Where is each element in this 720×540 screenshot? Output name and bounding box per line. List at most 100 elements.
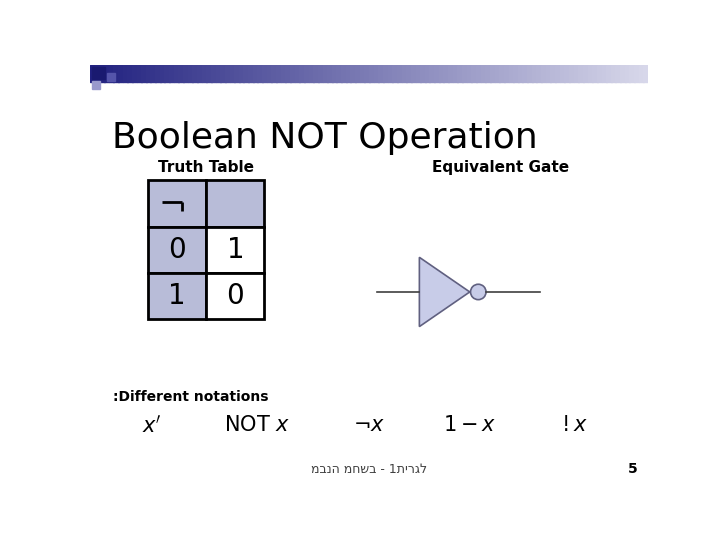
Bar [578,65,584,82]
Bar [169,65,174,82]
Bar [378,65,384,82]
Bar [634,65,639,82]
Bar [434,65,439,82]
Bar [188,65,193,82]
Bar [402,65,407,82]
Bar [248,65,253,82]
Bar [392,65,397,82]
Bar [346,65,351,82]
Bar [206,180,264,226]
Bar [411,65,416,82]
Bar [467,65,472,82]
Bar [215,65,221,82]
Bar [499,65,505,82]
Text: Boolean NOT Operation: Boolean NOT Operation [112,121,537,155]
Bar [597,65,602,82]
Bar [415,65,421,82]
Bar [290,65,295,82]
Bar [355,65,361,82]
Polygon shape [419,257,469,327]
Bar [541,65,546,82]
Text: $!x$: $!x$ [561,415,588,435]
Bar [457,65,463,82]
Bar [266,65,272,82]
Text: $\neg x$: $\neg x$ [353,416,385,435]
Bar [536,65,542,82]
Bar [606,65,611,82]
Text: Truth Table: Truth Table [158,160,254,175]
Bar [397,65,402,82]
Text: 0: 0 [168,235,186,264]
Bar [601,65,607,82]
Bar [593,65,598,82]
Bar [271,65,276,82]
Bar [625,65,630,82]
Bar [364,65,370,82]
Bar [472,65,477,82]
Bar [574,65,579,82]
Text: :Different notations: :Different notations [113,390,269,404]
Bar [462,65,467,82]
Bar [90,65,96,82]
Bar [620,65,626,82]
Bar [127,65,132,82]
Bar [148,273,206,319]
Bar [225,65,230,82]
Bar [174,65,179,82]
Bar [453,65,458,82]
Bar [148,180,206,226]
Bar [104,65,109,82]
Bar [546,65,551,82]
Bar [448,65,454,82]
Bar [304,65,310,82]
Circle shape [471,284,486,300]
Bar [109,65,114,82]
Bar [234,65,240,82]
Bar [383,65,388,82]
Bar [183,65,189,82]
Bar [206,226,264,273]
Bar [132,65,138,82]
Bar [425,65,431,82]
Bar [294,65,300,82]
Text: מבנה מחשב - 1תירגל: מבנה מחשב - 1תירגל [311,463,427,476]
Bar [206,65,212,82]
Bar [559,65,565,82]
Bar [92,67,104,79]
Bar [476,65,482,82]
Bar [644,65,649,82]
Bar [150,65,156,82]
Bar [583,65,588,82]
Bar [481,65,486,82]
Bar [285,65,291,82]
Bar [336,65,342,82]
Text: 5: 5 [628,462,637,476]
Bar [504,65,509,82]
Bar [164,65,170,82]
Bar [629,65,635,82]
Bar [253,65,258,82]
Bar [564,65,570,82]
Bar [281,65,286,82]
Bar [206,273,264,319]
Bar [513,65,518,82]
Bar [309,65,314,82]
Bar [211,65,216,82]
Bar [341,65,346,82]
Bar [137,65,142,82]
Bar [107,73,114,81]
Bar [332,65,337,82]
Bar [485,65,490,82]
Bar [429,65,435,82]
Text: 0: 0 [226,282,244,310]
Bar [243,65,249,82]
Bar [179,65,184,82]
Bar [262,65,267,82]
Bar [327,65,333,82]
Text: $x'$: $x'$ [142,414,162,436]
Text: 1: 1 [168,282,186,310]
Bar [420,65,426,82]
Bar [508,65,514,82]
Bar [351,65,356,82]
Bar [276,65,282,82]
